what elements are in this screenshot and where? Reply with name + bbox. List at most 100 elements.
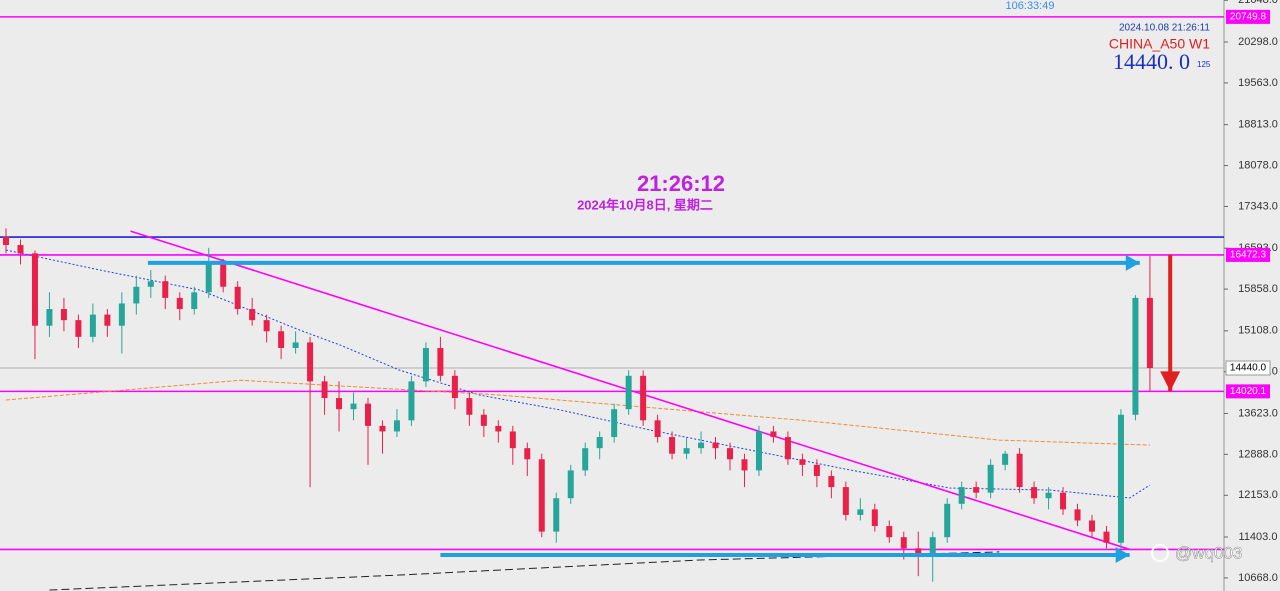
- candle-body: [596, 437, 603, 449]
- candle-body: [75, 320, 82, 337]
- candle-body: [1060, 492, 1067, 510]
- candle-body: [1089, 520, 1095, 532]
- line-series: [5, 379, 1150, 446]
- arrow-head: [1125, 254, 1140, 271]
- candle-body: [422, 347, 429, 382]
- candle-body: [640, 375, 647, 421]
- candle-body: [451, 375, 458, 399]
- candle-body: [46, 309, 53, 326]
- candle-body: [915, 548, 922, 554]
- arrow-head: [1115, 546, 1130, 563]
- candle-body: [886, 526, 893, 538]
- candle-body: [176, 297, 183, 310]
- price: 14440. 0: [1113, 49, 1190, 74]
- y-tick-label: 20298.0: [1238, 36, 1278, 48]
- candle-body: [741, 459, 748, 471]
- candle-body: [842, 487, 849, 515]
- candle-body: [133, 286, 140, 304]
- y-tick-label: 19563.0: [1238, 77, 1278, 89]
- y-tick-label: 10668.0: [1238, 572, 1278, 584]
- candle-body: [987, 464, 994, 493]
- y-tick-label: 11403.0: [1239, 531, 1278, 543]
- candle-body: [147, 281, 154, 287]
- price-tag-label: 20749.8: [1230, 12, 1267, 23]
- candle-body: [1132, 297, 1139, 415]
- candle-body: [31, 253, 38, 326]
- arrow-head: [1160, 371, 1181, 392]
- candle-body: [784, 437, 791, 460]
- candle-body: [625, 375, 632, 410]
- candle-body: [60, 309, 67, 321]
- clock: 21:26:12: [637, 171, 725, 196]
- candle-body: [813, 464, 820, 476]
- watermark: @wq003: [1175, 543, 1242, 562]
- y-tick-label: 21048.0: [1238, 0, 1278, 6]
- spread: 125: [1197, 60, 1211, 69]
- candle-body: [234, 286, 241, 310]
- date: 2024年10月8日, 星期二: [577, 197, 713, 212]
- candle-body: [1146, 297, 1153, 369]
- price-tag: [1225, 360, 1271, 376]
- price-tag: [1226, 9, 1270, 24]
- candle-body: [220, 264, 227, 287]
- price-tag: [1226, 247, 1270, 262]
- candle-body: [654, 420, 661, 438]
- candle-body: [755, 431, 762, 471]
- candle-body: [567, 470, 574, 499]
- candle-body: [1031, 487, 1038, 499]
- symbol: CHINA_A50 W1: [1109, 36, 1210, 52]
- candle-body: [1016, 453, 1023, 488]
- candle-body: [393, 420, 400, 432]
- candle-body: [3, 236, 9, 246]
- candle-body: [698, 442, 705, 449]
- candle-body: [249, 309, 256, 321]
- plot-area: [0, 0, 1224, 591]
- y-tick-label: 15108.0: [1238, 325, 1278, 337]
- candle-body: [263, 320, 270, 332]
- candle-body: [205, 264, 212, 293]
- candle-body: [466, 398, 473, 415]
- candle-body: [1103, 531, 1110, 543]
- y-tick-label: 18078.0: [1238, 159, 1278, 171]
- candle-body: [582, 448, 589, 471]
- candle-body: [871, 509, 878, 527]
- candle-body: [973, 487, 980, 493]
- candle-body: [538, 459, 545, 532]
- candle-body: [944, 503, 951, 538]
- server-time: 106:33:49: [1006, 0, 1055, 12]
- candle-body: [958, 487, 965, 504]
- candle-body: [900, 537, 907, 549]
- candle-body: [524, 448, 531, 460]
- candle-body: [1045, 492, 1052, 499]
- candle-body: [799, 459, 806, 465]
- candle-body: [307, 342, 314, 382]
- candle-body: [727, 448, 733, 460]
- candle-body: [495, 425, 502, 432]
- candle-body: [321, 381, 328, 399]
- candle-body: [350, 403, 357, 410]
- candle-body: [1002, 453, 1009, 465]
- price-tag: [1226, 384, 1270, 399]
- price-tag-label: 14020.1: [1230, 386, 1267, 397]
- candle-body: [191, 292, 198, 310]
- y-tick-label: 18813.0: [1238, 119, 1278, 131]
- line-series: [49, 551, 1000, 591]
- candle-body: [278, 331, 285, 348]
- y-tick-label: 13623.0: [1238, 407, 1278, 419]
- candle-body: [669, 437, 676, 454]
- candle-body: [118, 303, 125, 326]
- candle-body: [379, 425, 386, 432]
- candle-body: [480, 414, 487, 426]
- candle-body: [770, 431, 777, 438]
- header-time: 2024.10.08 21:26:11: [1119, 23, 1210, 34]
- watermark-icon: [1151, 544, 1169, 562]
- candle-body: [857, 509, 864, 515]
- candle-body: [336, 398, 343, 410]
- candle-body: [408, 381, 415, 421]
- y-tick-label: 12153.0: [1238, 489, 1278, 501]
- candle-body: [162, 281, 169, 298]
- candle-body: [17, 245, 24, 254]
